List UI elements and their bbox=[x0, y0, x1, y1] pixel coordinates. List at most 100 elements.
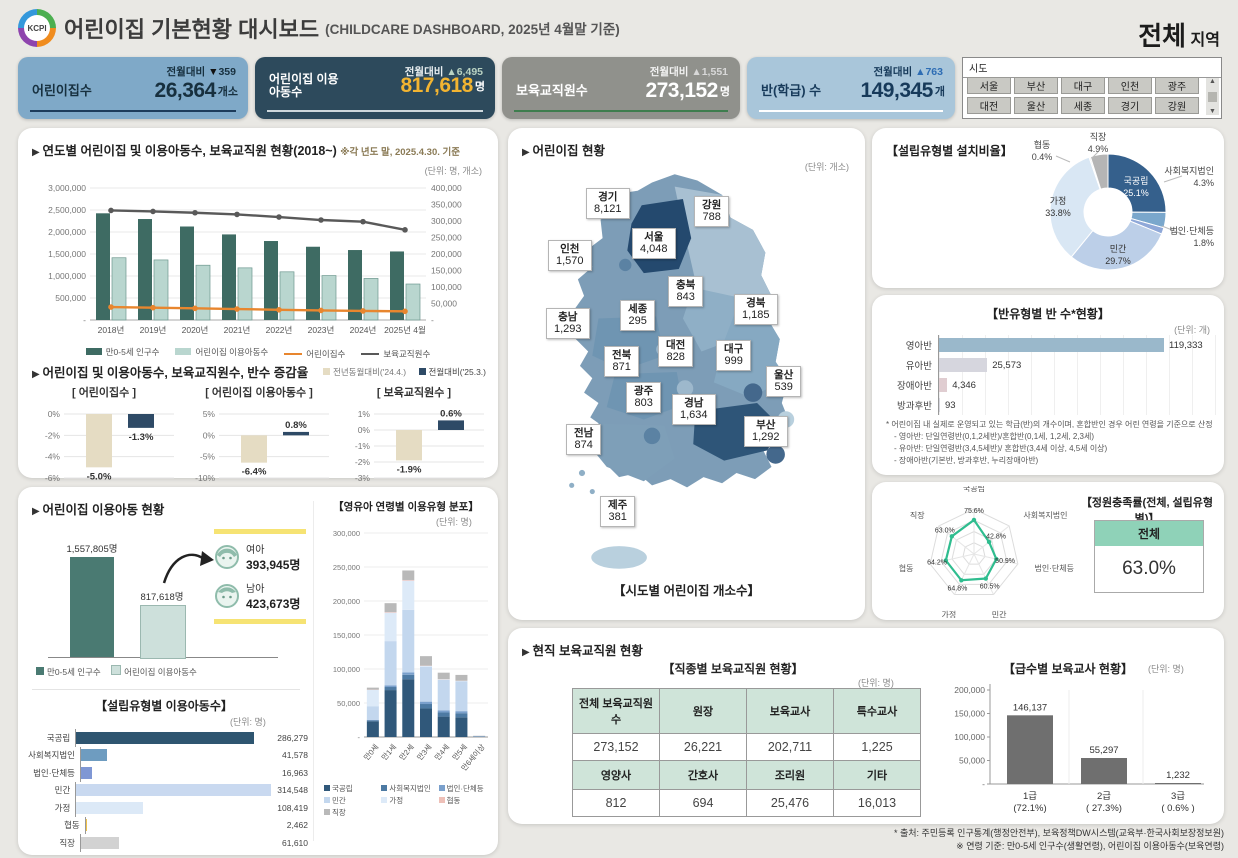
delta-legend: 전년동월대비('24.4.) 전월대비('25.3.) bbox=[313, 366, 486, 378]
kpi-card-staff: 전월대비 ▲1,551 보육교직원수 273,152 명 bbox=[502, 57, 740, 119]
svg-text:75.6%: 75.6% bbox=[964, 508, 984, 515]
kpi-label: 보육교직원수 bbox=[516, 83, 588, 99]
kpi-value: 273,152 bbox=[645, 79, 718, 102]
sido-option-incheon[interactable]: 인천 bbox=[1108, 77, 1152, 94]
sido-option-gwangju[interactable]: 광주 bbox=[1155, 77, 1199, 94]
sido-option-gangwon[interactable]: 강원 bbox=[1155, 97, 1199, 114]
class-bar-row: 영아반 119,333 bbox=[880, 335, 1216, 355]
scroll-up-icon[interactable]: ▲ bbox=[1209, 78, 1216, 85]
sido-option-gyeonggi[interactable]: 경기 bbox=[1108, 97, 1152, 114]
legend-swatch bbox=[111, 665, 122, 675]
sido-option-seoul[interactable]: 서울 bbox=[967, 77, 1011, 94]
svg-text:25.1%: 25.1% bbox=[1123, 188, 1149, 198]
delta-chart-svg: 5% 0% -5% -10% -6.4% 0.8% bbox=[195, 409, 329, 483]
delta-value: 359 bbox=[218, 66, 236, 78]
legend-item: 국공립 bbox=[324, 783, 379, 794]
svg-text:200,000: 200,000 bbox=[431, 249, 462, 259]
girl-row: 여아 393,945명 bbox=[214, 541, 306, 573]
svg-text:60.5%: 60.5% bbox=[980, 584, 1000, 591]
sido-option-daejeon[interactable]: 대전 bbox=[967, 97, 1011, 114]
svg-text:2,500,000: 2,500,000 bbox=[48, 205, 86, 215]
legend-item: 어린이집 이용아동수 bbox=[175, 346, 268, 358]
svg-text:만0세: 만0세 bbox=[362, 742, 381, 762]
grade-unit: (단위: 명) bbox=[1148, 664, 1184, 674]
sido-option-sejong[interactable]: 세종 bbox=[1061, 97, 1105, 114]
scroll-down-icon[interactable]: ▼ bbox=[1209, 108, 1216, 115]
page-subtitle: (CHILDCARE DASHBOARD, 2025년 4월말 기준) bbox=[325, 22, 620, 37]
svg-text:(72.1%): (72.1%) bbox=[1013, 803, 1046, 814]
class-count-unit: (단위: 개) bbox=[1174, 325, 1210, 335]
svg-text:법인·단체등: 법인·단체등 bbox=[1170, 226, 1214, 236]
kpi-label: 어린이집수 bbox=[32, 83, 92, 99]
delta-value: 763 bbox=[925, 66, 943, 78]
table-header-cell: 조리원 bbox=[746, 760, 834, 790]
sido-scrollbar[interactable]: ▲ ▼ bbox=[1206, 78, 1219, 115]
svg-text:0%: 0% bbox=[358, 425, 371, 435]
svg-text:직장: 직장 bbox=[1090, 132, 1107, 142]
map-region-label: 충남 1,293 bbox=[546, 308, 590, 339]
svg-text:2019년: 2019년 bbox=[140, 325, 167, 335]
svg-text:2018년: 2018년 bbox=[98, 325, 125, 335]
svg-text:-: - bbox=[982, 779, 985, 789]
svg-text:150,000: 150,000 bbox=[333, 631, 360, 640]
delta-charts: [ 어린이집수 ] 0% -2% -4% -6% -5.0% -1.3% [ 어린이집 이용… bbox=[28, 384, 490, 493]
yearly-title: 연도별 어린이집 및 이용아동수, 보육교직원 현황(2018~) ※각 년도 … bbox=[32, 140, 460, 159]
type-bar-row: 가정 108,419 bbox=[24, 799, 308, 817]
up-triangle-icon: ▲ bbox=[446, 66, 457, 78]
sido-filter: 시도 서울 부산 대구 인천 광주 대전 울산 세종 경기 강원 ▲ ▼ bbox=[962, 57, 1222, 119]
type-children-unit: (단위: 명) bbox=[230, 717, 266, 727]
delta-value: 6,495 bbox=[456, 66, 483, 78]
age-type-legend: 국공립 사회복지법인 법인·단체등 민간 가정 협동 직장 bbox=[324, 783, 494, 818]
map-region-label: 부산 1,292 bbox=[744, 416, 788, 447]
svg-text:200,000: 200,000 bbox=[954, 685, 985, 695]
map-region-label: 경남 1,634 bbox=[672, 394, 716, 425]
accent-bar bbox=[214, 619, 306, 624]
total-value: 63.0% bbox=[1122, 558, 1176, 579]
panel-yearly: 연도별 어린이집 및 이용아동수, 보육교직원 현황(2018~) ※각 년도 … bbox=[18, 128, 498, 483]
svg-text:사회복지법인: 사회복지법인 bbox=[1164, 166, 1214, 176]
region-indicator: 전체 지역 bbox=[1138, 16, 1220, 53]
svg-text:만2세: 만2세 bbox=[397, 742, 416, 762]
svg-text:100,000: 100,000 bbox=[431, 282, 462, 292]
svg-text:-: - bbox=[358, 733, 361, 742]
sido-option-daegu[interactable]: 대구 bbox=[1061, 77, 1105, 94]
scroll-thumb[interactable] bbox=[1208, 91, 1217, 102]
svg-text:-4%: -4% bbox=[45, 452, 61, 462]
sido-option-busan[interactable]: 부산 bbox=[1014, 77, 1058, 94]
bar-value-label: 1,557,805명 bbox=[66, 544, 118, 555]
svg-text:-: - bbox=[83, 315, 86, 325]
delta-label: 전월대비 bbox=[873, 66, 913, 78]
svg-text:5%: 5% bbox=[203, 409, 216, 419]
class-count-chart: 영아반 119,333 유아반 25,573 장애아반 4,346 방과후반 93 bbox=[880, 335, 1216, 415]
kpi-underline bbox=[759, 110, 943, 112]
svg-text:250,000: 250,000 bbox=[333, 563, 360, 572]
table-value-cell: 1,225 bbox=[833, 733, 921, 761]
kpi-underline bbox=[267, 110, 483, 112]
grade-title: 【급수별 보육교사 현황】 bbox=[1002, 662, 1134, 676]
sido-options: 서울 부산 대구 인천 광주 대전 울산 세종 경기 강원 bbox=[967, 77, 1199, 114]
staff-table-title: 【직종별 보육교직원 현황】 bbox=[662, 662, 804, 676]
svg-text:2021년: 2021년 bbox=[224, 325, 251, 335]
svg-text:0%: 0% bbox=[48, 409, 61, 419]
staff-section-title: 현직 보육교직원 현황 bbox=[522, 640, 642, 659]
delta-chart-staff: [ 보육교직원수 ] 1% 0% -1% -2% -3% -1.9% 0.6% bbox=[338, 384, 490, 493]
panel-install-ratio: 【설립유형별 설치비율】 국공립 25.1% 사회복지법인 4.3% 법인·단체등 1.8… bbox=[872, 128, 1224, 288]
svg-text:50,000: 50,000 bbox=[337, 699, 360, 708]
delta-label: 전월대비 bbox=[404, 66, 444, 78]
sido-option-ulsan[interactable]: 울산 bbox=[1014, 97, 1058, 114]
svg-text:가정: 가정 bbox=[941, 609, 956, 618]
svg-text:200,000: 200,000 bbox=[333, 597, 360, 606]
svg-text:64.2%: 64.2% bbox=[927, 559, 947, 566]
accent-bar bbox=[214, 529, 306, 534]
age-type-unit: (단위: 명) bbox=[436, 517, 472, 527]
kpi-value: 149,345 bbox=[860, 79, 933, 102]
svg-text:0.6%: 0.6% bbox=[440, 408, 462, 419]
svg-text:국공립: 국공립 bbox=[1124, 176, 1149, 186]
svg-text:-1.9%: -1.9% bbox=[397, 464, 422, 475]
class-count-footnotes: * 어린이집 내 실제로 운영되고 있는 학급(반)의 개수이며, 혼합반인 경… bbox=[886, 420, 1213, 465]
svg-text:33.8%: 33.8% bbox=[1045, 208, 1071, 218]
legend-item: 직장 bbox=[324, 807, 379, 818]
region-suffix: 지역 bbox=[1190, 32, 1220, 49]
